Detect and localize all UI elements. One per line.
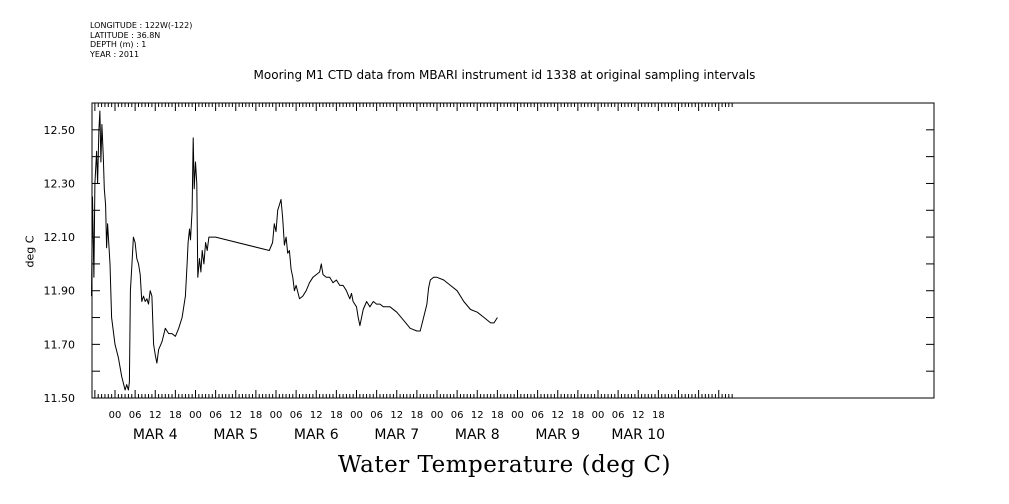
x-day-label: MAR 9 xyxy=(535,427,580,443)
x-hour-tick-label: 12 xyxy=(471,410,484,421)
x-hour-tick-label: 00 xyxy=(189,410,202,421)
x-day-label: MAR 10 xyxy=(611,427,665,443)
x-hour-tick-label: 00 xyxy=(109,410,122,421)
meta-depth: DEPTH (m) : 1 xyxy=(90,40,147,49)
x-hour-tick-label: 06 xyxy=(451,410,464,421)
y-tick-label: 12.10 xyxy=(44,231,76,244)
x-axis-label: Water Temperature (deg C) xyxy=(338,452,671,478)
x-hour-tick-label: 12 xyxy=(551,410,564,421)
x-day-label: MAR 7 xyxy=(374,427,419,443)
x-hour-tick-label: 00 xyxy=(592,410,605,421)
x-hour-tick-label: 18 xyxy=(169,410,182,421)
axis-ticks xyxy=(92,102,934,399)
y-tick-label: 11.70 xyxy=(44,338,76,351)
x-hour-tick-label: 12 xyxy=(229,410,242,421)
x-hour-tick-label: 06 xyxy=(290,410,303,421)
x-hour-tick-label: 18 xyxy=(411,410,424,421)
x-hour-tick-label: 00 xyxy=(270,410,283,421)
x-hour-tick-label: 18 xyxy=(491,410,504,421)
x-hour-tick-label: 00 xyxy=(511,410,524,421)
meta-latitude: LATITUDE : 36.8N xyxy=(90,30,161,40)
x-hour-tick-label: 12 xyxy=(632,410,645,421)
x-hour-tick-label: 18 xyxy=(572,410,585,421)
x-day-label: MAR 6 xyxy=(294,427,339,443)
x-hour-tick-label: 06 xyxy=(612,410,625,421)
y-tick-label: 11.90 xyxy=(44,285,76,298)
x-hour-tick-label: 00 xyxy=(350,410,363,421)
x-day-label: MAR 5 xyxy=(213,427,258,443)
y-axis-label: deg C xyxy=(23,235,37,268)
x-day-label: MAR 4 xyxy=(133,427,178,443)
x-hour-tick-label: 06 xyxy=(129,410,142,421)
x-hour-tick-label: 18 xyxy=(330,410,343,421)
x-hour-tick-label: 12 xyxy=(390,410,403,421)
meta-longitude: LONGITUDE : 122W(-122) xyxy=(90,21,193,30)
x-hour-tick-label: 12 xyxy=(149,410,162,421)
y-tick-label: 12.30 xyxy=(44,177,76,190)
x-hour-tick-label: 06 xyxy=(531,410,544,421)
meta-year: YEAR : 2011 xyxy=(90,49,140,59)
series-line-0 xyxy=(91,110,498,391)
x-hour-tick-label: 18 xyxy=(250,410,263,421)
y-tick-label: 11.50 xyxy=(44,392,76,405)
x-hour-tick-label: 06 xyxy=(370,410,383,421)
plot-frame xyxy=(91,102,935,399)
x-day-label: MAR 8 xyxy=(455,427,500,443)
chart-title: Mooring M1 CTD data from MBARI instrumen… xyxy=(253,68,756,82)
x-hour-tick-label: 18 xyxy=(652,410,665,421)
x-hour-tick-label: 00 xyxy=(431,410,444,421)
metadata-block: LONGITUDE : 122W(-122) LATITUDE : 36.8N … xyxy=(90,21,192,59)
x-hour-tick-label: 06 xyxy=(209,410,222,421)
y-tick-label: 12.50 xyxy=(44,124,76,137)
x-hour-tick-label: 12 xyxy=(310,410,323,421)
axis-tick-labels: 00 06 12 18 00 06 12 18 00 06 12 18 00 06 12 18 00 06 12 18… xyxy=(44,124,666,443)
series-layer xyxy=(91,110,498,391)
